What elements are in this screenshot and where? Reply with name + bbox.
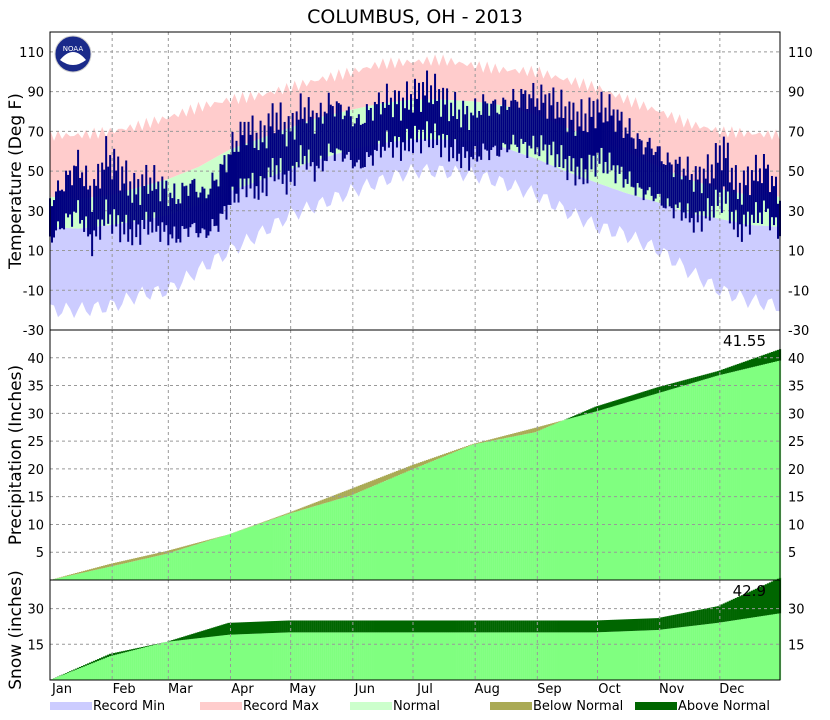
precip-ytick-right: 40	[788, 352, 805, 367]
temp-ytick-right: 110	[788, 46, 813, 61]
temp-ytick-right: -10	[788, 284, 809, 299]
legend-swatch	[490, 702, 532, 710]
precip-ytick-left: 25	[27, 435, 44, 450]
snow-total: 42.9	[733, 582, 766, 600]
precip-ylabel: Precipitation (Inches)	[6, 365, 26, 545]
noaa-logo-text: NOAA	[63, 45, 84, 53]
temp-ytick-left: 70	[27, 125, 44, 140]
month-label: Oct	[598, 682, 620, 697]
temp-ytick-left: 90	[27, 86, 44, 101]
temp-ytick-left: -30	[23, 324, 44, 339]
snow-ytick-left: 30	[27, 603, 44, 618]
precip-ytick-left: 10	[27, 518, 44, 533]
precip-ytick-right: 30	[788, 407, 805, 422]
precip-ytick-right: 15	[788, 491, 805, 506]
precip-ytick-left: 5	[36, 546, 44, 561]
precip-ytick-left: 40	[27, 352, 44, 367]
temperature-panel: -30 -30 -10 -10 10 10 30 30 50 50 70 70 90 90 110 110 Te…	[6, 31, 813, 339]
legend-label: Above Normal	[678, 699, 770, 714]
precip-ytick-right: 25	[788, 435, 805, 450]
precip-ytick-left: 35	[27, 380, 44, 395]
temp-ytick-right: 70	[788, 125, 805, 140]
snow-ytick-left: 15	[27, 638, 44, 653]
month-label: Sep	[537, 682, 562, 697]
legend-swatch	[200, 702, 242, 710]
temp-ytick-right: 50	[788, 165, 805, 180]
legend-swatch	[50, 702, 92, 710]
legend-label: Below Normal	[533, 699, 623, 714]
temp-ytick-right: 10	[788, 245, 805, 260]
precip-ytick-left: 30	[27, 407, 44, 422]
month-label: Jan	[51, 682, 72, 697]
chart-title: COLUMBUS, OH - 2013	[307, 6, 523, 28]
temp-ytick-left: 10	[27, 245, 44, 260]
month-label: Jul	[416, 682, 433, 697]
month-label: Apr	[231, 682, 254, 697]
month-label: Nov	[659, 682, 685, 697]
legend-label: Normal	[393, 699, 440, 714]
month-label: Jun	[354, 682, 375, 697]
month-label: Aug	[474, 682, 499, 697]
panel-frame	[49, 579, 781, 681]
precip-ytick-right: 35	[788, 380, 805, 395]
snow-ytick-right: 15	[788, 638, 805, 653]
snow-ylabel: Snow (inches)	[6, 570, 26, 689]
temp-ytick-left: 50	[27, 165, 44, 180]
precip-ytick-right: 20	[788, 463, 805, 478]
temp-ytick-right: -30	[788, 324, 809, 339]
precip-ytick-right: 5	[788, 546, 796, 561]
temp-ytick-left: 30	[27, 205, 44, 220]
legend-swatch	[350, 702, 392, 710]
month-label: Mar	[168, 682, 193, 697]
legend-swatch	[635, 702, 677, 710]
record-max-band	[50, 54, 780, 199]
precip-ytick-left: 20	[27, 463, 44, 478]
precip-ytick-left: 15	[27, 491, 44, 506]
precip-ytick-right: 10	[788, 518, 805, 533]
noaa-logo-icon: NOAA	[54, 35, 92, 73]
month-label: May	[289, 682, 316, 697]
temp-ylabel: Temperature (Deg F)	[6, 93, 26, 270]
legend: Record Min Record Max Normal Below Normal Ab…	[50, 699, 770, 714]
temp-ytick-right: 90	[788, 86, 805, 101]
month-label: Feb	[113, 682, 136, 697]
precip-total: 41.55	[723, 332, 766, 350]
temp-ytick-right: 30	[788, 205, 805, 220]
month-label: Dec	[719, 682, 744, 697]
legend-label: Record Max	[243, 699, 319, 714]
temp-ytick-left: -10	[23, 284, 44, 299]
snow-ytick-right: 30	[788, 603, 805, 618]
legend-label: Record Min	[93, 699, 165, 714]
temp-ytick-left: 110	[19, 46, 44, 61]
